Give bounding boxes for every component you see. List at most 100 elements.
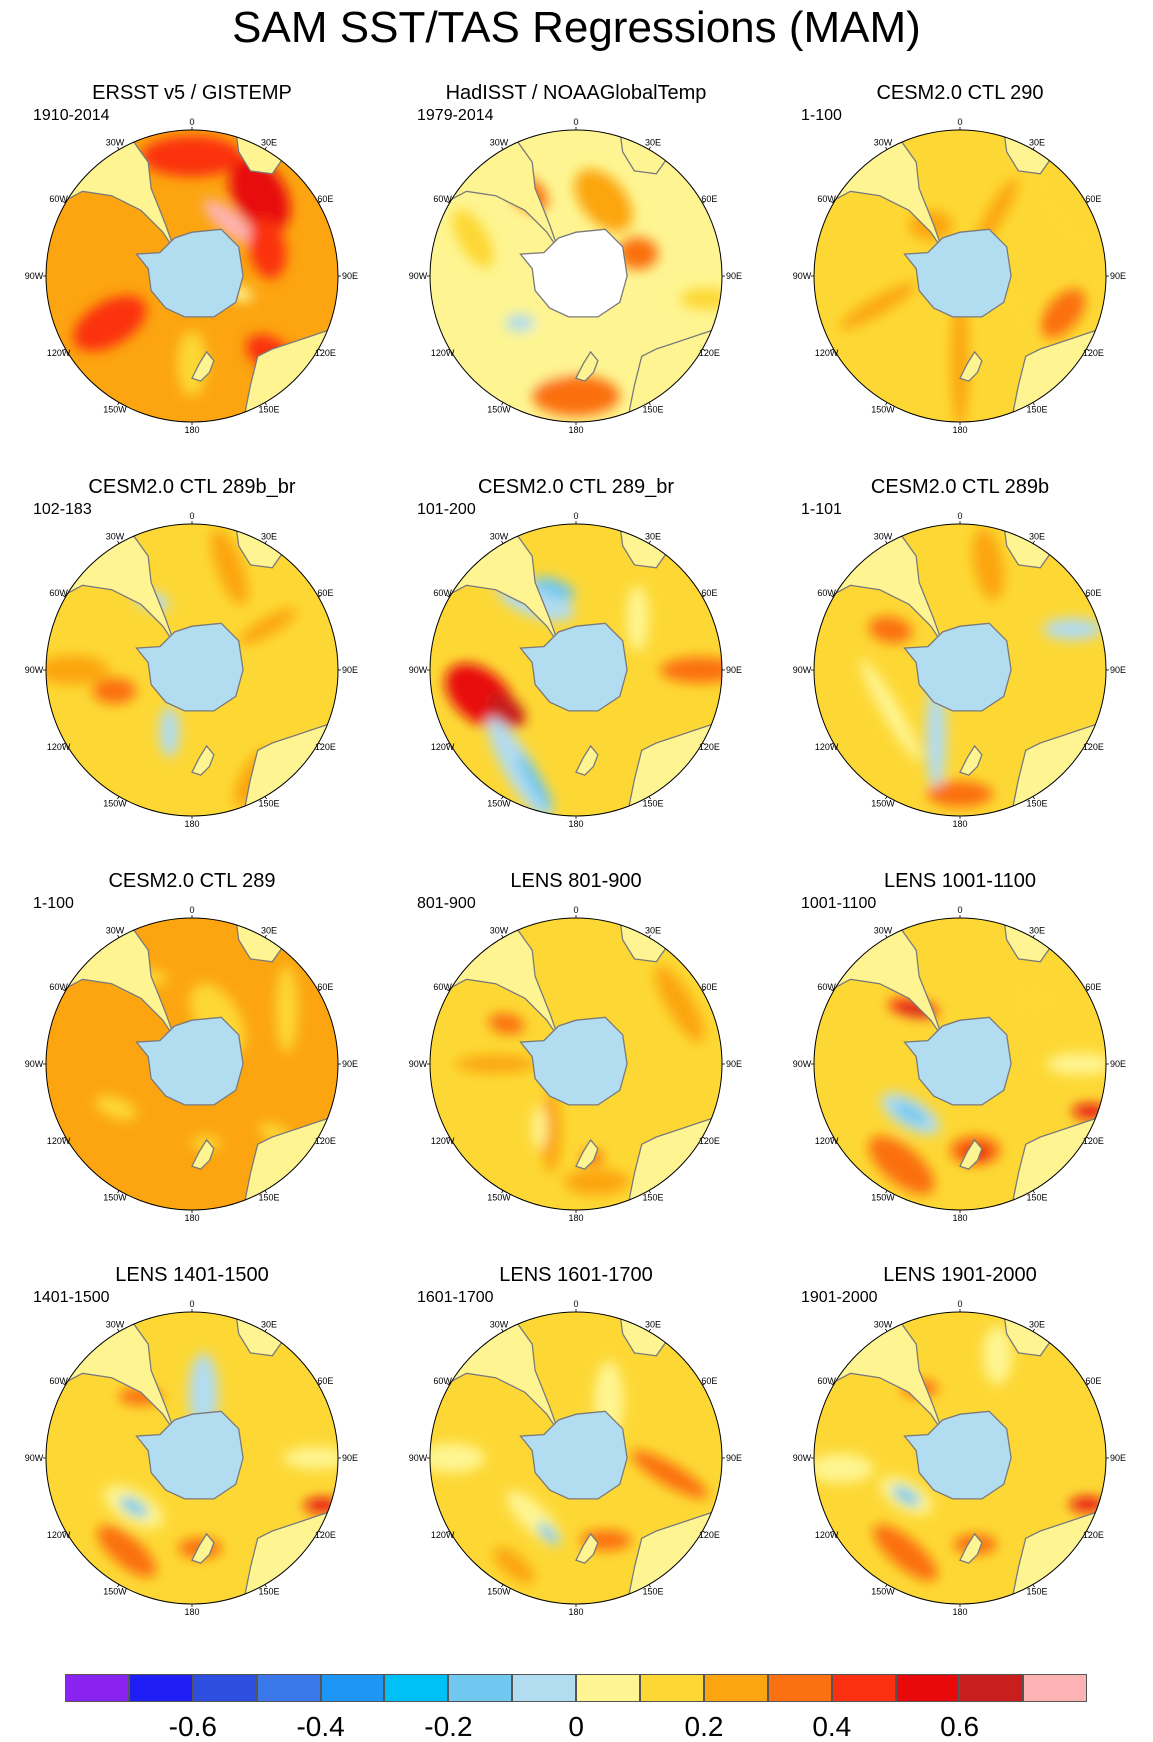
polar-map: 0 30E 60E 90E 120E 150E 180 150W 120W 90W 60W 30W — [25, 511, 358, 829]
longitude-label: 120W — [815, 742, 839, 752]
longitude-label: 60E — [317, 588, 333, 598]
colorbar-tick-label: 0 — [568, 1711, 584, 1742]
colorbar-box — [576, 1674, 641, 1702]
new-zealand-land — [959, 350, 983, 382]
polar-map: 0 30E 60E 90E 120E 150E 180 150W 120W 90W 60W 30W — [25, 905, 358, 1223]
longitude-tick — [885, 146, 888, 150]
longitude-label: 30E — [1029, 926, 1045, 936]
longitude-tick — [446, 1136, 450, 1139]
longitude-tick — [1086, 595, 1090, 598]
longitude-tick — [648, 146, 651, 150]
regression-anomaly — [1043, 618, 1102, 640]
longitude-label: 180 — [184, 1213, 199, 1223]
longitude-tick — [264, 1328, 267, 1332]
longitude-label: 120E — [1083, 348, 1104, 358]
colorbar-box — [192, 1674, 257, 1702]
longitude-label: 30E — [645, 532, 661, 542]
longitude-label: 30W — [106, 926, 125, 936]
longitude-label: 60W — [49, 588, 68, 598]
map-panel: LENS 1901-2000 1901-2000 0 30E 60E 90E 120E 150… — [768, 1262, 1152, 1657]
regression-anomaly — [655, 965, 705, 1043]
colorbar-tick-label: -0.6 — [168, 1711, 217, 1742]
colorbar: -0.6 -0.4 -0.2 0 0.2 0.4 0.6 — [0, 1660, 1153, 1742]
longitude-label: 120E — [1083, 1136, 1104, 1146]
longitude-tick — [62, 348, 66, 351]
longitude-tick — [702, 595, 706, 598]
regression-anomaly — [868, 616, 913, 644]
new-zealand-land — [959, 1138, 983, 1170]
longitude-tick — [702, 1530, 706, 1533]
colorbar-tick-label: -0.2 — [424, 1711, 473, 1742]
longitude-tick — [702, 201, 706, 204]
longitude-label: 0 — [957, 117, 962, 127]
new-zealand-land — [191, 1532, 215, 1564]
regression-anomaly — [229, 158, 290, 233]
longitude-label: 150W — [103, 798, 127, 808]
longitude-label: 120W — [47, 348, 71, 358]
colorbar-box — [895, 1674, 960, 1702]
longitude-tick — [648, 402, 651, 406]
longitude-label: 180 — [568, 1607, 583, 1617]
longitude-label: 60W — [433, 1376, 452, 1386]
antarctica-land — [903, 228, 1012, 318]
longitude-label: 0 — [573, 1299, 578, 1309]
longitude-label: 30W — [874, 138, 893, 148]
map-panel: LENS 1601-1700 1601-1700 0 30E 60E 90E 120E 150… — [384, 1262, 768, 1657]
antarctica-land — [135, 1410, 244, 1500]
longitude-label: 150E — [642, 798, 663, 808]
panel-period: 1-100 — [801, 107, 842, 124]
colorbar-tick-label: 0.6 — [940, 1711, 980, 1742]
longitude-tick — [318, 595, 322, 598]
map-panel: ERSST v5 / GISTEMP 1910-2014 0 30E 60E 90E 120… — [0, 80, 384, 475]
new-zealand-land — [959, 744, 983, 776]
longitude-label: 60W — [49, 1376, 68, 1386]
colorbar-box — [320, 1674, 385, 1702]
longitude-tick — [62, 1530, 66, 1533]
longitude-label: 120E — [315, 742, 336, 752]
panel-period: 101-200 — [417, 501, 476, 518]
longitude-tick — [1086, 742, 1090, 745]
regression-anomaly — [537, 1522, 560, 1545]
longitude-label: 150E — [258, 404, 279, 414]
longitude-tick — [830, 348, 834, 351]
regression-anomaly — [891, 1485, 921, 1506]
longitude-tick — [318, 1530, 322, 1533]
longitude-label: 150E — [258, 798, 279, 808]
longitude-label: 150E — [1026, 798, 1047, 808]
longitude-tick — [885, 796, 888, 800]
longitude-label: 0 — [189, 905, 194, 915]
longitude-tick — [702, 348, 706, 351]
longitude-label: 150E — [258, 1192, 279, 1202]
longitude-label: 60W — [49, 194, 68, 204]
regression-anomaly — [894, 1102, 927, 1125]
longitude-tick — [62, 201, 66, 204]
regression-anomaly — [563, 1168, 630, 1195]
longitude-tick — [830, 989, 834, 992]
longitude-label: 0 — [957, 905, 962, 915]
longitude-tick — [885, 540, 888, 544]
longitude-label: 90E — [1110, 1453, 1126, 1463]
regression-anomaly — [927, 781, 993, 808]
longitude-label: 30W — [874, 1320, 893, 1330]
regression-anomaly — [925, 681, 947, 791]
longitude-label: 90E — [726, 271, 742, 281]
longitude-label: 150E — [1026, 1586, 1047, 1596]
longitude-label: 150W — [103, 404, 127, 414]
longitude-tick — [62, 1136, 66, 1139]
regression-anomaly — [487, 692, 526, 728]
regression-anomaly — [868, 1135, 935, 1195]
longitude-label: 150W — [487, 1586, 511, 1596]
longitude-tick — [117, 402, 120, 406]
panel-period: 1401-1500 — [33, 1289, 110, 1306]
new-zealand-land — [191, 1138, 215, 1170]
longitude-tick — [62, 595, 66, 598]
longitude-label: 0 — [573, 117, 578, 127]
panel-title: CESM2.0 CTL 289 — [108, 870, 276, 892]
longitude-label: 150W — [103, 1586, 127, 1596]
longitude-label: 0 — [573, 511, 578, 521]
panel-title: ERSST v5 / GISTEMP — [92, 82, 292, 104]
regression-anomaly — [679, 287, 722, 310]
longitude-tick — [446, 201, 450, 204]
regression-anomaly — [239, 608, 297, 645]
polar-map: 0 30E 60E 90E 120E 150E 180 150W 120W 90W 60W 30W — [793, 511, 1126, 829]
